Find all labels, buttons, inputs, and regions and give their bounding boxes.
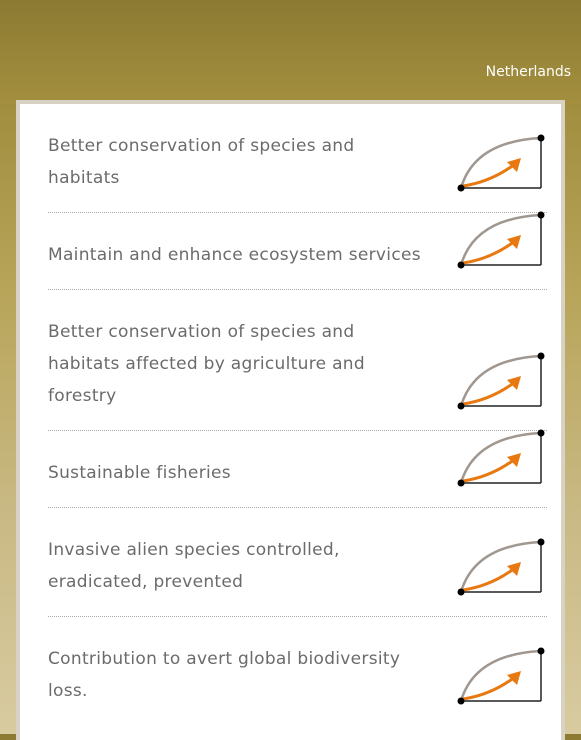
targets-panel: Better conservation of species and habit… xyxy=(16,100,565,740)
target-label: Invasive alien species controlled, eradi… xyxy=(48,540,340,592)
trend-icon xyxy=(457,134,545,192)
target-row: Sustainable fisheries xyxy=(48,429,547,508)
target-label: Maintain and enhance ecosystem services xyxy=(48,245,421,265)
target-row: Invasive alien species controlled, eradi… xyxy=(48,508,547,617)
target-row: Better conservation of species and habit… xyxy=(48,104,547,213)
target-row: Contribution to avert global biodiversit… xyxy=(48,617,547,725)
target-row: Better conservation of species and habit… xyxy=(48,290,547,431)
trend-icon xyxy=(457,429,545,487)
trend-icon xyxy=(457,538,545,596)
target-label: Contribution to avert global biodiversit… xyxy=(48,649,401,701)
trend-icon xyxy=(457,352,545,410)
target-label: Better conservation of species and habit… xyxy=(48,136,355,188)
trend-icon xyxy=(457,211,545,269)
country-name: Netherlands xyxy=(485,64,571,80)
trend-icon xyxy=(457,647,545,705)
target-row: Maintain and enhance ecosystem services xyxy=(48,211,547,290)
target-label: Better conservation of species and habit… xyxy=(48,322,365,406)
target-label: Sustainable fisheries xyxy=(48,463,231,483)
